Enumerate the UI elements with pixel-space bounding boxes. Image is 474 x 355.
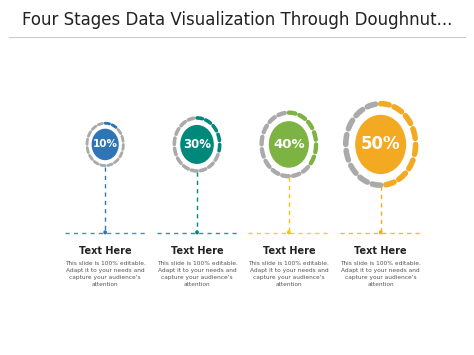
Circle shape (356, 115, 405, 173)
Circle shape (104, 231, 106, 234)
Text: 40%: 40% (273, 138, 305, 151)
Circle shape (270, 122, 308, 167)
Text: 50%: 50% (361, 136, 401, 153)
Circle shape (181, 126, 213, 163)
Circle shape (288, 231, 290, 234)
Text: Text Here: Text Here (79, 246, 131, 256)
Text: This slide is 100% editable.
Adapt it to your needs and
capture your audience's
: This slide is 100% editable. Adapt it to… (65, 261, 146, 287)
Text: Text Here: Text Here (171, 246, 223, 256)
Text: 10%: 10% (93, 140, 118, 149)
Text: 30%: 30% (183, 138, 211, 151)
Text: This slide is 100% editable.
Adapt it to your needs and
capture your audience's
: This slide is 100% editable. Adapt it to… (248, 261, 329, 287)
Circle shape (196, 231, 198, 234)
Text: Text Here: Text Here (263, 246, 315, 256)
Text: This slide is 100% editable.
Adapt it to your needs and
capture your audience's
: This slide is 100% editable. Adapt it to… (156, 261, 237, 287)
Circle shape (92, 129, 118, 159)
Circle shape (380, 231, 382, 234)
Text: Four Stages Data Visualization Through Doughnut...: Four Stages Data Visualization Through D… (22, 11, 452, 29)
Text: This slide is 100% editable.
Adapt it to your needs and
capture your audience's
: This slide is 100% editable. Adapt it to… (340, 261, 421, 287)
Text: Text Here: Text Here (355, 246, 407, 256)
